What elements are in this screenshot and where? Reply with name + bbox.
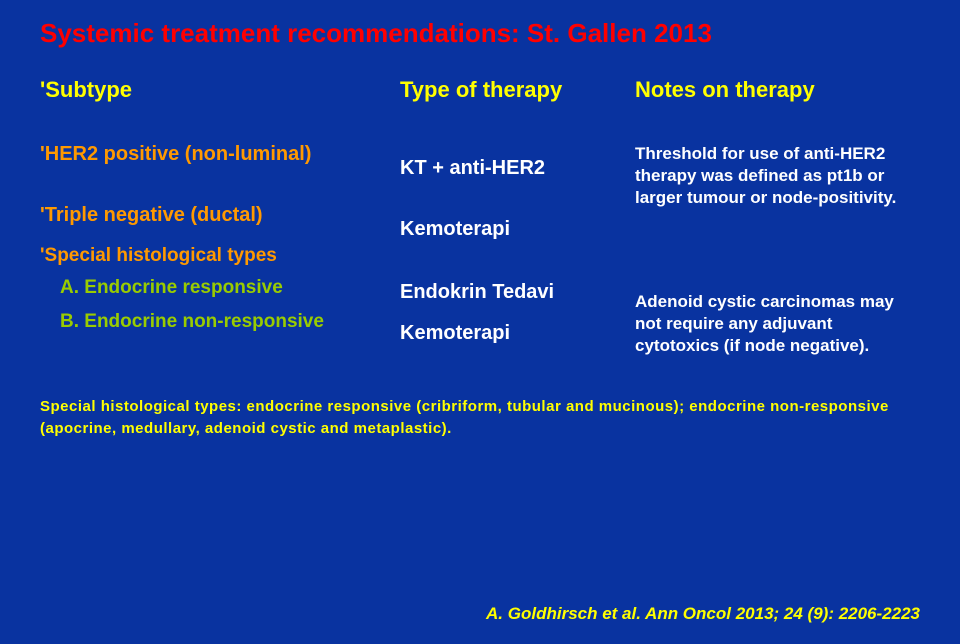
- table-body: HER2 positive (non-luminal) Triple negat…: [40, 143, 920, 358]
- header-therapy: Type of therapy: [400, 77, 635, 103]
- therapy-kt-antiher2: KT + anti-HER2: [400, 143, 635, 180]
- subtypes-column: HER2 positive (non-luminal) Triple negat…: [40, 143, 400, 333]
- note-adenoid: Adenoid cystic carcinomas may not requir…: [635, 291, 920, 357]
- therapy-kemo-1: Kemoterapi: [400, 218, 635, 241]
- header-subtype: Subtype: [40, 77, 400, 103]
- table-header-row: Subtype Type of therapy Notes on therapy: [40, 77, 920, 103]
- therapies-column: KT + anti-HER2 Kemoterapi Endokrin Tedav…: [400, 143, 635, 345]
- subtype-endocrine-a: A. Endocrine responsive: [40, 277, 400, 299]
- citation: A. Goldhirsch et al. Ann Oncol 2013; 24 …: [486, 604, 920, 624]
- note-threshold: Threshold for use of anti-HER2 therapy w…: [635, 143, 920, 209]
- subtype-her2: HER2 positive (non-luminal): [40, 143, 400, 166]
- therapy-endokrin: Endokrin Tedavi: [400, 281, 635, 304]
- therapy-kemo-2: Kemoterapi: [400, 322, 635, 345]
- subtype-special: Special histological types: [40, 245, 400, 267]
- slide-title: Systemic treatment recommendations: St. …: [40, 18, 920, 49]
- subtype-endocrine-b: B. Endocrine non-responsive: [40, 311, 400, 333]
- footnote: Special histological types: endocrine re…: [40, 396, 920, 441]
- notes-column: Threshold for use of anti-HER2 therapy w…: [635, 143, 920, 358]
- subtype-triple: Triple negative (ductal): [40, 204, 400, 227]
- header-notes: Notes on therapy: [635, 77, 920, 103]
